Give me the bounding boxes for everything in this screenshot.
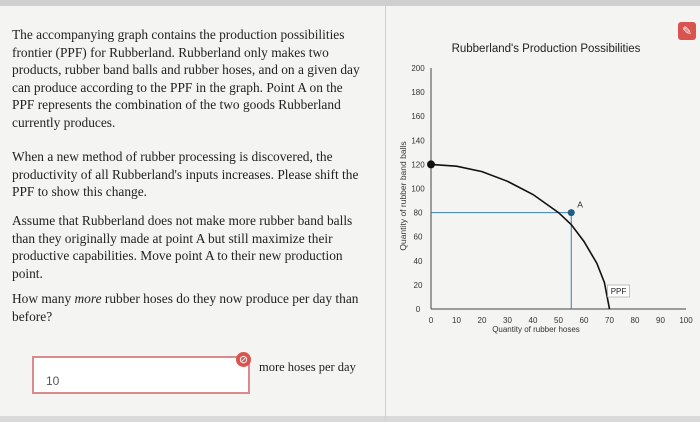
ppf-series-label: PPF	[611, 287, 627, 296]
answer-unit-label: more hoses per day	[259, 360, 356, 374]
x-tick-label: 80	[631, 316, 640, 325]
x-tick-label: 30	[503, 316, 512, 325]
ppf-label-box	[607, 284, 630, 298]
x-tick-label: 100	[679, 316, 693, 325]
x-axis-label: Quantity of rubber hoses	[492, 325, 580, 334]
y-tick-label: 80	[414, 209, 423, 218]
answer-input[interactable]: 10	[32, 356, 250, 394]
edit-icon[interactable]: ✎	[678, 22, 696, 40]
prompt-emphasis: more	[74, 291, 102, 306]
ppf-curve[interactable]	[430, 163, 611, 310]
ppf-chart[interactable]: Rubberland's Production Possibilities Qu…	[388, 6, 698, 416]
y-tick-label: 60	[414, 233, 423, 242]
y-tick-label: 100	[411, 185, 425, 194]
question-instruction-move: Assume that Rubberland does not make mor…	[12, 213, 353, 281]
point-a-label: A	[577, 200, 583, 210]
question-page	[0, 6, 700, 416]
x-tick-label: 60	[580, 316, 589, 325]
x-tick-label: 50	[554, 316, 563, 325]
x-tick-label: 10	[452, 316, 461, 325]
y-axis-label: Quantity of rubber band balls	[398, 141, 408, 250]
prompt-pre: How many	[12, 291, 75, 306]
point-a-marker[interactable]	[567, 209, 575, 217]
y-tick-label: 120	[411, 160, 425, 169]
y-tick-label: 180	[411, 88, 425, 97]
question-instruction-shift: When a new method of rubber processing i…	[12, 149, 359, 199]
question-prompt: How many more rubber hoses do they now p…	[12, 290, 367, 325]
error-icon: ⊘	[236, 352, 251, 367]
question-intro: The accompanying graph contains the prod…	[12, 27, 360, 130]
x-tick-label: 20	[478, 316, 487, 325]
top-border	[0, 0, 700, 6]
x-tick-label: 90	[656, 316, 665, 325]
chart-title: Rubberland's Production Possibilities	[452, 43, 641, 55]
y-tick-label: 20	[414, 281, 423, 290]
y-tick-label: 40	[414, 257, 423, 266]
prompt-post: rubber hoses do they now produce per day…	[12, 291, 359, 324]
x-tick-label: 70	[605, 316, 614, 325]
x-tick-label: 40	[529, 316, 538, 325]
ppf-shift-handle[interactable]	[427, 160, 435, 169]
y-tick-label: 140	[411, 136, 425, 145]
x-tick-label: 0	[429, 316, 434, 325]
y-tick-label: 0	[416, 305, 421, 314]
question-panel: The accompanying graph contains the prod…	[0, 6, 386, 422]
y-tick-label: 160	[411, 112, 425, 121]
y-tick-label: 200	[411, 64, 425, 73]
